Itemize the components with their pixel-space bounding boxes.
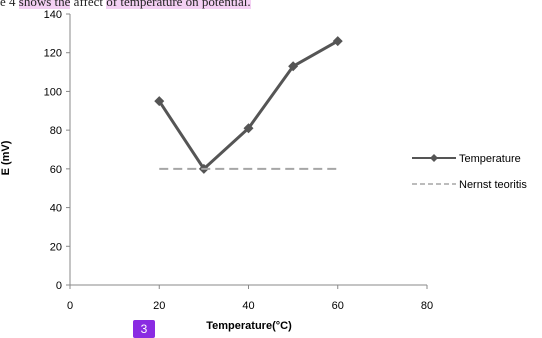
caption-highlight-2: of temperature on potential. <box>106 0 251 9</box>
y-tick-label: 40 <box>50 203 62 215</box>
y-axis-title: E (mV) <box>0 140 12 175</box>
y-tick-label: 100 <box>44 86 62 98</box>
data-point-marker <box>154 96 165 107</box>
data-point-marker <box>288 61 299 72</box>
x-tick-label: 80 <box>421 300 433 312</box>
legend-label-1: Temperature <box>459 153 521 165</box>
data-point-marker <box>332 36 343 47</box>
data-point-marker <box>243 123 254 134</box>
y-tick-label: 20 <box>50 241 62 253</box>
chart-series-layer <box>154 36 343 174</box>
page-marker-badge: 3 <box>133 320 155 338</box>
caption-middle: affect <box>70 0 107 9</box>
legend-marker-1 <box>430 154 438 162</box>
caption-text: e 4 shows the affect of temperature on p… <box>0 0 251 9</box>
caption-highlight-1: shows the <box>18 0 71 9</box>
x-tick-label: 0 <box>67 300 73 312</box>
x-tick-label: 60 <box>332 300 344 312</box>
y-tick-label: 60 <box>50 164 62 176</box>
chart-legend: Temperature Nernst teoritis <box>412 153 527 191</box>
legend-label-2: Nernst teoritis <box>459 179 527 191</box>
y-tick-label: 0 <box>56 280 62 292</box>
y-tick-label: 80 <box>50 125 62 137</box>
caption-prefix: e 4 <box>0 0 19 9</box>
x-tick-label: 20 <box>153 300 165 312</box>
y-tick-label: 140 <box>44 9 62 21</box>
x-axis-title: Temperature(°C) <box>206 320 292 332</box>
series-line-1 <box>157 39 339 172</box>
chart-axes: 0 20 40 60 80 100 120 140 0 20 40 60 80 <box>44 9 433 312</box>
x-tick-label: 40 <box>242 300 254 312</box>
y-tick-label: 120 <box>44 48 62 60</box>
